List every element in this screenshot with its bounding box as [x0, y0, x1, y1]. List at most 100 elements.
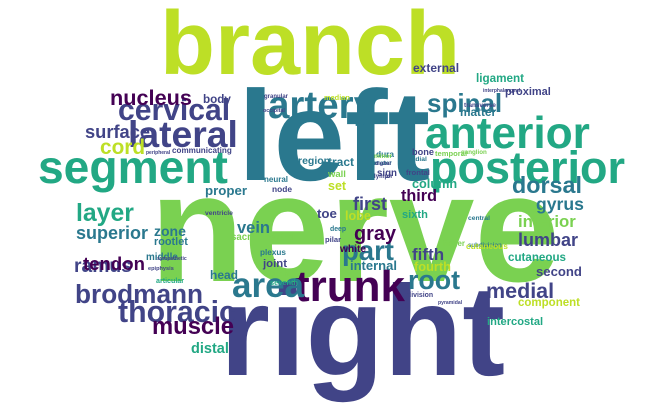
word-column: column	[412, 177, 458, 192]
word-toe: toe	[317, 206, 337, 222]
word-component: component	[518, 296, 580, 309]
word-zone: zone	[154, 223, 186, 240]
word-tract: tract	[328, 154, 355, 169]
word-area: area	[232, 265, 305, 305]
word-layer: layer	[76, 200, 134, 228]
word-eighth: eighth	[263, 267, 290, 278]
word-first: first	[353, 193, 388, 214]
word-median: median	[324, 93, 350, 103]
word-proper: proper	[205, 183, 248, 199]
word-gray: gray	[354, 222, 397, 245]
word-node: node	[272, 183, 293, 194]
word-cervical: cervical	[118, 94, 231, 128]
word-radial: radial	[409, 156, 427, 164]
word-proximal: proximal	[505, 85, 551, 98]
word-sign: sign	[377, 167, 397, 179]
word-joint: joint	[263, 257, 288, 270]
word-plexus: plexus	[260, 248, 286, 257]
word-communicating: communicating	[172, 146, 232, 156]
word-superior: superior	[76, 222, 149, 243]
word-lumbar: lumbar	[518, 229, 579, 250]
word-intercostal: intercostal	[487, 315, 544, 328]
word-tendon: tendon	[83, 252, 145, 274]
word-pilar: pilar	[325, 235, 342, 245]
word-body: body	[203, 92, 231, 106]
word-transverse: transverse	[464, 102, 496, 110]
word-spinal: spinal	[427, 87, 503, 118]
word-inferior: inferior	[518, 211, 576, 231]
word-sacral: sacral	[231, 231, 260, 243]
word-mater: mater	[374, 160, 392, 168]
word-posterior: posterior	[430, 141, 626, 193]
word-lobe: lobe	[345, 209, 371, 224]
word-division: division	[407, 292, 434, 300]
word-part: part	[342, 234, 394, 266]
word-temporal: temporal	[435, 149, 468, 159]
word-left: left	[238, 64, 431, 208]
word-third: third	[401, 187, 437, 206]
word-muscle: muscle	[152, 313, 235, 341]
word-fourth: fourth	[414, 259, 451, 275]
word-frontal: frontal	[406, 168, 430, 178]
word-distal: distal	[191, 341, 229, 358]
word-vein: vein	[237, 219, 271, 238]
word-set: set	[328, 178, 347, 193]
word-neural: neural	[264, 175, 289, 185]
word-thoracic: thoracic	[118, 296, 236, 330]
word-granular: granular	[264, 94, 289, 101]
word-segment: segment	[38, 141, 228, 194]
word-medial: medial	[486, 279, 555, 304]
word-nerve: nerve	[150, 141, 560, 314]
word-cutaneous: cutaneous	[508, 250, 566, 264]
word-fifth: fifth	[412, 244, 445, 264]
word-lymph: lymph	[374, 173, 392, 181]
word-rootlet: rootlet	[154, 235, 188, 248]
word-subdivision: subdivision	[468, 242, 502, 250]
word-root: root	[408, 264, 461, 295]
word-nucleus: nucleus	[110, 85, 192, 111]
word-cord: cord	[100, 135, 146, 159]
word-interphalangeal: interphalangeal	[483, 88, 520, 95]
word-pyramidal: pyramidal	[438, 300, 463, 307]
word-branch: branch	[160, 0, 461, 95]
word-ventral: ventral	[265, 231, 295, 242]
word-wall: wall	[328, 168, 346, 180]
word-brodmann: brodmann	[75, 278, 204, 309]
word-ramus: ramus	[74, 255, 132, 277]
word-right: right	[220, 259, 506, 403]
word-surface: surface	[85, 120, 151, 142]
word-anterior: anterior	[425, 108, 590, 158]
word-central: central	[468, 215, 490, 223]
word-sixth: sixth	[402, 208, 428, 221]
word-ganglion: ganglion	[461, 149, 487, 157]
word-white: white	[340, 243, 367, 255]
word-region: region	[298, 154, 331, 167]
word-digital: digital	[375, 161, 391, 168]
word-matter: matter	[460, 104, 497, 119]
word-occipital: occipital	[263, 108, 285, 115]
word-bone: bone	[412, 146, 434, 157]
word-head: head	[210, 267, 239, 282]
word-articular: articular	[156, 277, 184, 286]
word-finger: finger	[443, 239, 465, 249]
word-lateral: lateral	[128, 112, 238, 155]
word-epiphysis: epiphysis	[148, 266, 174, 273]
word-second: second	[536, 264, 582, 280]
word-cutaneous-small: cutaneous	[466, 240, 508, 251]
word-trunk: trunk	[295, 261, 405, 311]
word-dorsal: dorsal	[512, 172, 582, 199]
word-minor: minor	[374, 153, 393, 161]
word-ventricle: ventricle	[205, 210, 233, 218]
word-middle: middle	[146, 251, 178, 263]
word-artery: artery	[268, 84, 376, 128]
word-peripheral: peripheral	[146, 150, 171, 157]
word-deep: deep	[330, 226, 347, 234]
word-gyrus: gyrus	[536, 193, 584, 214]
word-sympathetic: sympathetic	[157, 256, 187, 263]
word-dura: dura	[376, 149, 394, 159]
word-ligament: ligament	[476, 71, 525, 85]
word-seventh: seventh	[270, 278, 298, 288]
word-external: external	[413, 60, 460, 75]
word-internal: internal	[350, 258, 397, 274]
